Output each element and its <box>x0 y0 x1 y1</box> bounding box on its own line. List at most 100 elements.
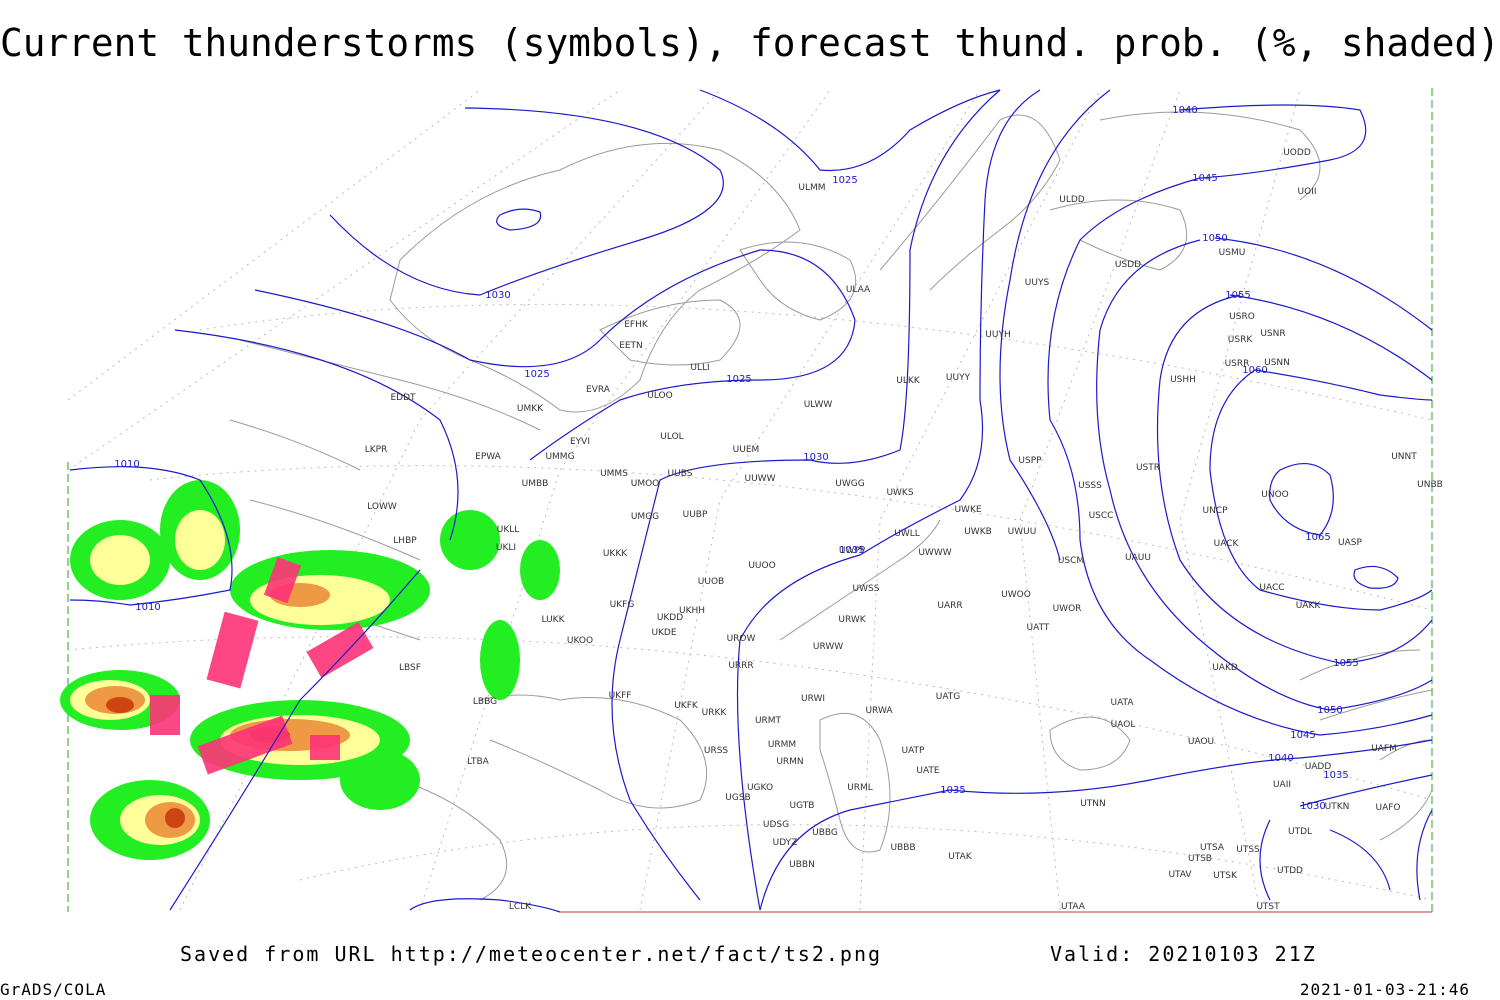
station-code: URWK <box>838 615 866 625</box>
station-code: UWUU <box>1008 527 1037 537</box>
station-code: UDYZ <box>773 838 798 848</box>
station-labels: ULMM ULDD UODD UOII ULAA UUYS USDD USMU USRO USRK… <box>365 148 1443 912</box>
station-code: UTDD <box>1277 866 1303 876</box>
isobar-label: 1040 <box>1268 753 1293 764</box>
station-code: UGSB <box>725 793 750 803</box>
station-code: UMBB <box>522 479 549 489</box>
station-code: USRR <box>1225 359 1250 369</box>
station-code: UNOO <box>1261 490 1289 500</box>
station-code: ULKK <box>896 376 921 386</box>
station-code: USDD <box>1115 260 1141 270</box>
isobar-label: 1045 <box>1192 173 1217 184</box>
station-code: UMMS <box>600 469 628 479</box>
station-code: UTSK <box>1213 871 1238 881</box>
station-code: EPWA <box>475 452 502 462</box>
station-code: UAOL <box>1111 720 1136 730</box>
station-code: UNBB <box>1417 480 1443 490</box>
station-code: UTSA <box>1200 843 1225 853</box>
station-code: UKHH <box>679 606 705 616</box>
station-code: UNNT <box>1391 452 1417 462</box>
station-code: UATG <box>936 692 961 702</box>
station-code: UACC <box>1259 583 1284 593</box>
station-code: UDSG <box>763 820 789 830</box>
station-code: UAFM <box>1371 744 1397 754</box>
station-code: EDDT <box>390 393 416 403</box>
station-code: UKFF <box>609 691 632 701</box>
station-code: ULAA <box>846 285 871 295</box>
station-code: UWOO <box>1001 590 1031 600</box>
isobar-label: 1050 <box>1317 705 1342 716</box>
isobar-label: 1030 <box>485 290 510 301</box>
station-code: URSS <box>704 746 729 756</box>
station-code: UWKE <box>954 505 981 515</box>
software-credit: GrADS/COLA <box>0 980 106 999</box>
station-code: LCLK <box>509 902 532 912</box>
station-code: UUOO <box>748 561 775 571</box>
isobar-label: 1040 <box>1172 105 1197 116</box>
isobar-label: 1060 <box>1242 365 1267 376</box>
station-code: UAOU <box>1188 737 1214 747</box>
station-code: USCM <box>1058 556 1084 566</box>
station-code: USMU <box>1219 248 1246 258</box>
isobar-label: 1035 <box>839 545 864 556</box>
station-code: URWA <box>865 706 893 716</box>
station-code: UBBN <box>789 860 815 870</box>
station-code: URMT <box>755 716 782 726</box>
station-code: UWKS <box>886 488 913 498</box>
source-url: Saved from URL http://meteocenter.net/fa… <box>180 942 882 966</box>
isobars <box>69 89 1433 913</box>
station-code: UWLL <box>894 529 920 539</box>
isobar-label: 1045 <box>1290 730 1315 741</box>
isobar-label: 1025 <box>524 369 549 380</box>
thunderstorm-symbols <box>150 557 374 775</box>
station-code: UUYH <box>985 330 1010 340</box>
isobar-label: 1035 <box>1323 770 1348 781</box>
station-code: UMGG <box>631 512 659 522</box>
station-code: USSS <box>1078 481 1102 491</box>
station-code: UUYS <box>1025 278 1050 288</box>
station-code: URML <box>847 783 873 793</box>
station-code: UODD <box>1283 148 1311 158</box>
station-code: UAKK <box>1296 601 1322 611</box>
station-code: LBBG <box>473 697 497 707</box>
station-code: EETN <box>619 341 643 351</box>
station-code: UGTB <box>790 801 815 811</box>
station-code: URWW <box>813 642 843 652</box>
station-code: UUYY <box>946 373 971 383</box>
station-code: UKFK <box>674 701 699 711</box>
station-code: UOII <box>1298 187 1317 197</box>
station-code: UATA <box>1110 698 1134 708</box>
station-code: LHBP <box>393 536 417 546</box>
isobar-label: 1055 <box>1225 290 1250 301</box>
station-code: USTR <box>1136 463 1160 473</box>
station-code: UUOB <box>698 577 724 587</box>
station-code: EFHK <box>624 320 649 330</box>
station-code: UBBG <box>812 828 838 838</box>
station-code: EYVI <box>570 437 590 447</box>
station-code: UUBP <box>683 510 708 520</box>
station-code: UKKK <box>603 549 628 559</box>
precipitation-shading <box>60 480 560 860</box>
station-code: UACK <box>1214 539 1240 549</box>
valid-time: Valid: 20210103 21Z <box>1050 942 1317 966</box>
station-code: UTSB <box>1188 854 1212 864</box>
isobar-label: 1050 <box>1202 233 1227 244</box>
isobar-labels: 1040 1045 1025 1050 1055 1030 1025 1025 1060 1010… <box>114 105 1358 812</box>
station-code: UAUU <box>1125 553 1151 563</box>
isobar-label: 1010 <box>114 459 139 470</box>
station-code: LUKK <box>542 615 566 625</box>
station-code: UARR <box>937 601 962 611</box>
graticule <box>67 89 1433 911</box>
station-code: ULOL <box>660 432 683 442</box>
station-code: UAFO <box>1375 803 1400 813</box>
station-code: ULLI <box>690 363 709 373</box>
station-code: UUWW <box>745 474 776 484</box>
station-code: URWI <box>801 694 825 704</box>
station-code: UAKD <box>1212 663 1238 673</box>
isobar-label: 1055 <box>1333 658 1358 669</box>
station-code: UKLI <box>496 543 516 553</box>
isobar-label: 1030 <box>1300 801 1325 812</box>
station-code: UWOR <box>1053 604 1082 614</box>
station-code: USHH <box>1170 375 1196 385</box>
